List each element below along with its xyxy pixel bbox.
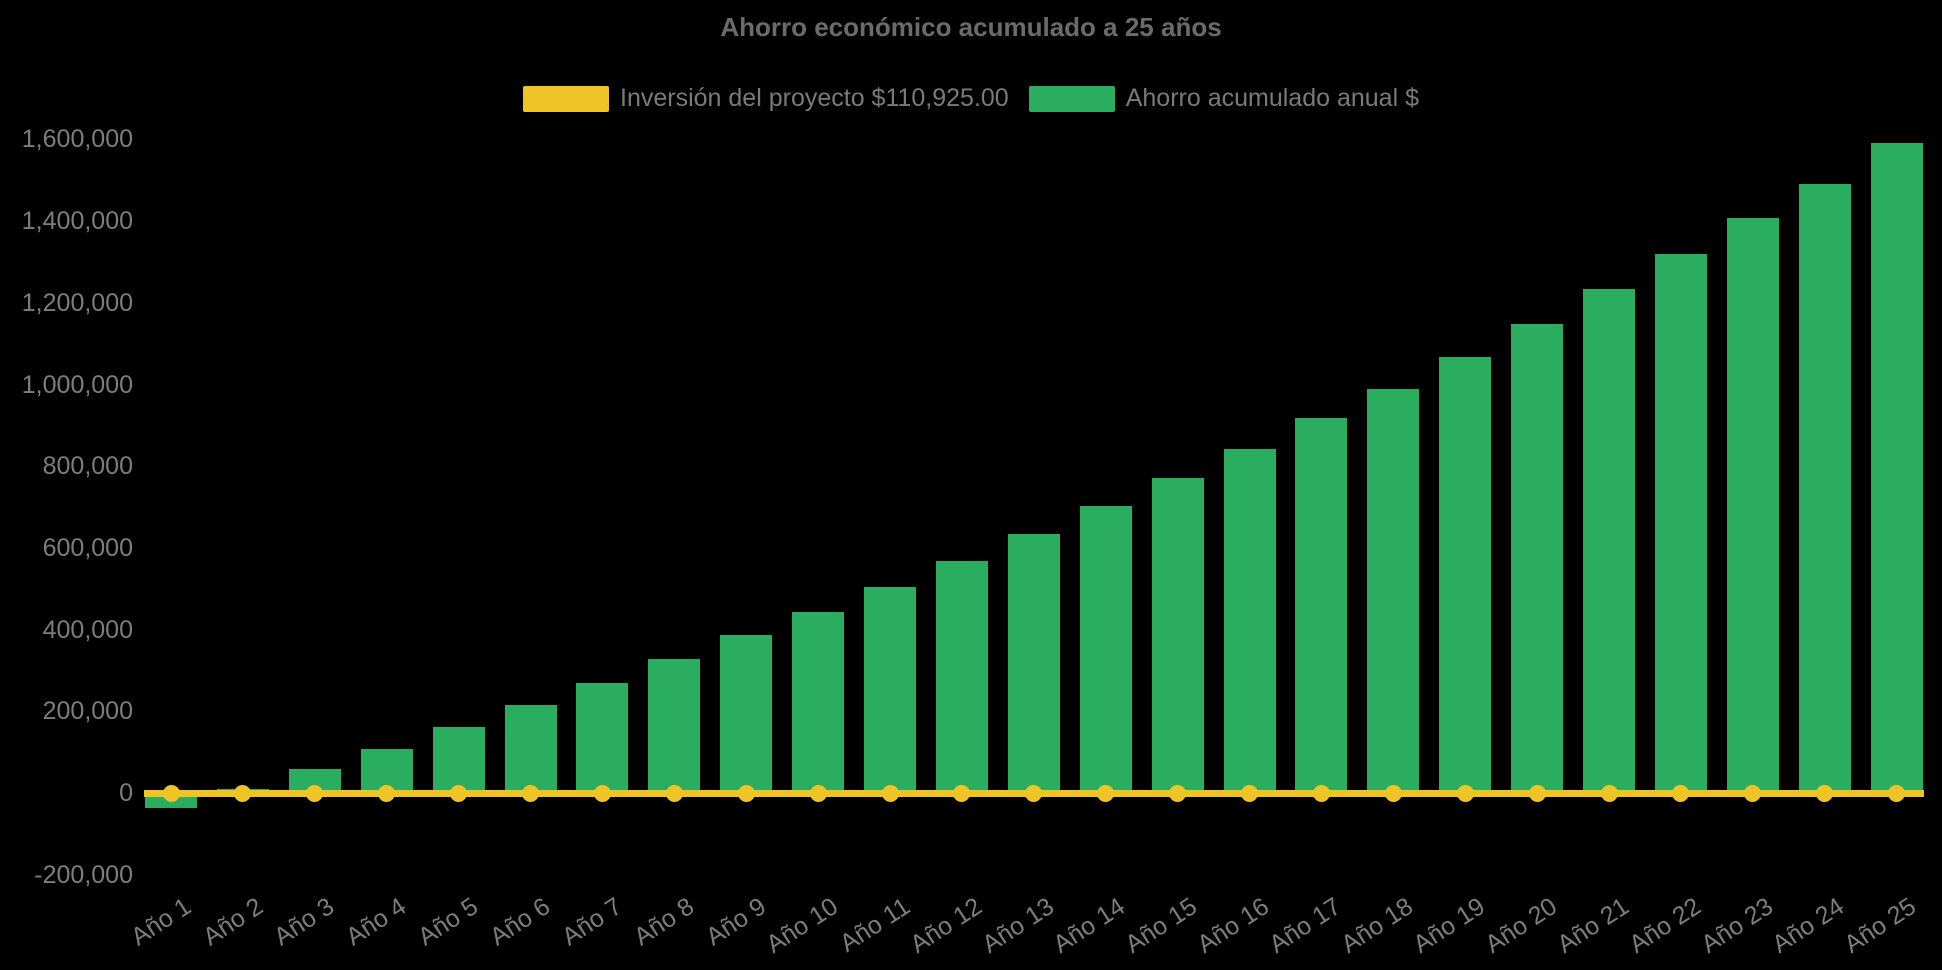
chart-bar xyxy=(1367,388,1420,793)
x-axis-tick-label: Año 2 xyxy=(197,892,268,952)
chart-bar xyxy=(1583,288,1635,793)
chart-bar xyxy=(576,683,629,793)
investment-line-marker xyxy=(1169,784,1187,802)
chart-bar xyxy=(1079,506,1132,793)
y-axis-tick-label: 1,000,000 xyxy=(21,370,133,399)
investment-line-marker xyxy=(953,784,971,802)
x-axis-tick-label: Año 16 xyxy=(1192,892,1275,959)
chart-bar xyxy=(864,587,916,793)
x-axis-tick-label: Año 13 xyxy=(976,892,1059,959)
legend: Inversión del proyecto $110,925.00 Ahorr… xyxy=(0,84,1942,113)
chart-bar xyxy=(432,726,485,793)
x-axis-tick-label: Año 5 xyxy=(413,892,484,952)
investment-line-marker xyxy=(162,784,180,802)
x-axis-tick-label: Año 24 xyxy=(1767,892,1850,959)
chart-bar xyxy=(1798,183,1851,793)
chart-bar xyxy=(1870,143,1923,793)
x-axis-tick-label: Año 21 xyxy=(1551,892,1634,959)
y-axis-tick-label: 200,000 xyxy=(42,697,133,726)
x-axis-tick-label: Año 7 xyxy=(557,892,628,952)
chart-title: Ahorro económico acumulado a 25 años xyxy=(720,12,1222,42)
investment-line-marker xyxy=(306,784,324,802)
chart-bar xyxy=(1295,417,1348,793)
investment-line-marker xyxy=(450,784,468,802)
chart-bar xyxy=(1151,478,1204,793)
investment-line-marker xyxy=(234,784,252,802)
x-axis-tick-label: Año 19 xyxy=(1408,892,1490,959)
y-axis-tick-label: 1,600,000 xyxy=(21,125,133,154)
y-axis-tick-label: 400,000 xyxy=(42,615,133,644)
investment-line-marker xyxy=(1312,784,1330,802)
investment-line-marker xyxy=(1025,784,1043,802)
x-axis-tick-label: Año 6 xyxy=(485,892,556,952)
investment-line-marker xyxy=(1241,784,1258,802)
x-axis-tick-label: Año 10 xyxy=(761,892,843,959)
x-axis-tick-label: Año 3 xyxy=(269,892,340,952)
y-axis-tick-label: 600,000 xyxy=(42,533,133,562)
legend-swatch-savings-icon xyxy=(1028,85,1115,112)
legend-item-investment: Inversión del proyecto $110,925.00 xyxy=(523,84,1009,113)
y-axis-tick-label: 800,000 xyxy=(42,452,133,481)
legend-label-savings: Ahorro acumulado anual $ xyxy=(1125,84,1419,112)
x-axis-tick-label: Año 14 xyxy=(1048,892,1131,959)
y-axis-tick-label: 1,400,000 xyxy=(21,207,133,236)
x-axis-tick-label: Año 12 xyxy=(904,892,987,959)
x-axis-tick-label: Año 11 xyxy=(834,892,915,958)
chart-bar xyxy=(1726,218,1779,793)
x-axis-tick-label: Año 1 xyxy=(125,892,196,952)
legend-label-investment: Inversión del proyecto $110,925.00 xyxy=(620,84,1009,112)
legend-item-savings: Ahorro acumulado anual $ xyxy=(1028,84,1419,113)
legend-swatch-investment-icon xyxy=(523,85,610,112)
y-axis-tick-label: 0 xyxy=(119,779,133,807)
investment-line-marker xyxy=(378,784,396,802)
x-axis-tick-label: Año 20 xyxy=(1480,892,1562,959)
investment-line-marker xyxy=(1888,784,1906,802)
y-axis-tick-label: -200,000 xyxy=(34,860,133,889)
investment-line-marker xyxy=(1384,784,1402,802)
chart-bar xyxy=(288,769,341,793)
investment-line-marker xyxy=(593,784,611,802)
investment-line-marker xyxy=(737,784,755,802)
chart-bar xyxy=(935,560,988,793)
investment-line-marker xyxy=(1528,784,1546,802)
chart-bar xyxy=(1007,534,1060,793)
x-axis-tick-label: Año 18 xyxy=(1336,892,1419,959)
investment-line-marker xyxy=(1672,784,1690,802)
chart-bar xyxy=(1439,356,1492,793)
investment-line-marker xyxy=(881,784,899,802)
x-axis-tick-label: Año 8 xyxy=(628,892,700,952)
investment-line-marker xyxy=(809,784,827,802)
x-axis-tick-label: Año 25 xyxy=(1839,892,1922,959)
chart-bar xyxy=(504,704,557,793)
chart-bar xyxy=(1511,324,1564,793)
x-axis-tick-label: Año 17 xyxy=(1264,892,1347,959)
x-axis-tick-label: Año 23 xyxy=(1695,892,1778,959)
y-axis-tick-label: 1,200,000 xyxy=(21,288,133,317)
x-axis-tick-label: Año 4 xyxy=(341,892,412,952)
chart-bar xyxy=(1654,253,1707,793)
investment-line-marker xyxy=(1816,784,1834,802)
x-axis-tick-label: Año 15 xyxy=(1120,892,1203,959)
chart-bar xyxy=(1223,448,1276,793)
x-axis-tick-label: Año 9 xyxy=(700,892,771,952)
investment-line-marker xyxy=(522,784,539,802)
investment-line-marker xyxy=(1456,784,1474,802)
investment-line-marker xyxy=(665,784,683,802)
chart-bar xyxy=(720,635,773,793)
chart-bar xyxy=(792,612,845,793)
chart-bar xyxy=(648,659,701,793)
investment-line-marker xyxy=(1744,784,1762,802)
investment-line-marker xyxy=(1600,784,1618,802)
x-axis-tick-label: Año 22 xyxy=(1623,892,1706,959)
investment-line-marker xyxy=(1097,784,1115,802)
